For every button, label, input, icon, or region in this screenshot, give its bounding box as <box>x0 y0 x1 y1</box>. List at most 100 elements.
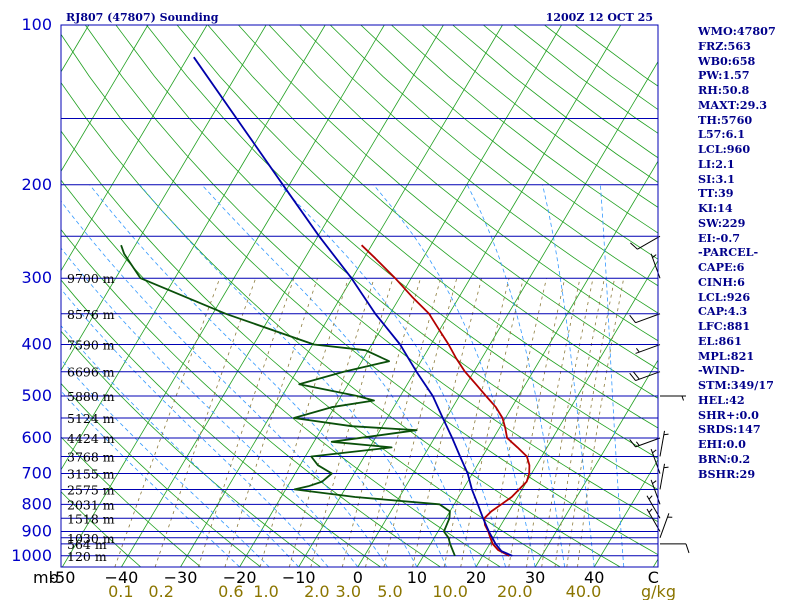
temperature-profile <box>360 244 531 557</box>
y-unit-label: mb <box>33 568 59 587</box>
dry-adiabat-line <box>207 25 658 399</box>
temperature-labels: -50 −40 −30 −20 −10 0 10 20 30 40 C <box>49 568 659 587</box>
dry-adiabat-line <box>115 25 658 491</box>
temperature-label: 10 <box>407 568 427 587</box>
mixing-ratio-label: 0.1 <box>108 582 133 600</box>
isotherm-line <box>61 25 267 372</box>
isotherm-line <box>0 25 30 567</box>
temperature-label: −20 <box>223 568 257 587</box>
index-item: L57:6.1 <box>698 127 746 142</box>
dry-adiabat-line <box>61 179 501 567</box>
dry-adiabat-line <box>146 25 658 459</box>
barb-shaft <box>635 437 661 448</box>
height-label: 5880 m <box>67 389 115 404</box>
isotherm-line <box>180 25 503 567</box>
wind-barb <box>650 479 661 505</box>
mixing-ratio-line <box>114 278 221 567</box>
wind-barb <box>650 448 661 474</box>
index-item: MAXT:29.3 <box>698 97 768 112</box>
mixing-ratio-label: 0.6 <box>218 582 243 600</box>
temperature-label: 40 <box>584 568 604 587</box>
index-item: EL:861 <box>698 333 742 348</box>
dry-adiabat-line <box>61 436 201 567</box>
moist-adiabat-line <box>139 184 447 567</box>
mixing-ratio-label: 0.2 <box>148 582 173 600</box>
mixing-ratio-line <box>577 278 625 567</box>
stability-indices-panel: WMO:47807 FRZ:563 WB0:658 PW:1.57 RH:50.8 MAX… <box>698 24 776 481</box>
index-item: LCL:960 <box>698 142 751 156</box>
height-label: 2031 m <box>67 497 115 512</box>
wind-barb <box>629 313 661 324</box>
mixing-ratio-labels: 0.1 0.2 0.6 1.0 2.0 3.0 5.0 10.0 20.0 40.0 <box>108 582 601 600</box>
mixing-ratio-unit: g/kg <box>641 582 676 600</box>
index-item: EHI:0.0 <box>698 437 746 451</box>
isotherm-line <box>61 25 385 567</box>
temperature-label: −30 <box>164 568 198 587</box>
mixing-ratio-label: 1.0 <box>253 582 278 600</box>
index-item: HEL:42 <box>698 392 745 407</box>
barb-full <box>629 372 636 381</box>
temperature-label: −40 <box>105 568 139 587</box>
height-label: 2575 m <box>67 482 115 497</box>
isotherm-line <box>61 25 326 471</box>
mixing-ratio-line <box>487 278 547 567</box>
barb-half <box>663 433 669 436</box>
wind-barb <box>659 463 669 490</box>
height-label: 1518 m <box>67 511 115 526</box>
index-item: FRZ:563 <box>698 38 751 53</box>
barb-shaft <box>635 313 661 324</box>
wind-barb <box>660 543 690 554</box>
wind-barb <box>660 395 686 401</box>
index-item: TT:39 <box>698 186 734 201</box>
mixing-ratio-label: 5.0 <box>377 582 402 600</box>
parcel-profile <box>193 56 513 557</box>
plot-border <box>60 24 659 568</box>
barb-half <box>681 395 684 401</box>
index-item: SW:229 <box>698 215 746 230</box>
temperature-label: −10 <box>282 568 316 587</box>
pressure-labels: 100 200 300 400 500 600 700 800 900 1000 <box>11 15 52 565</box>
barb-half <box>663 466 669 469</box>
moist-adiabat-line <box>61 288 329 567</box>
mixing-ratio-line <box>154 278 257 567</box>
wind-barb <box>659 430 669 457</box>
pressure-label: 200 <box>21 175 52 194</box>
barb-half <box>648 495 653 500</box>
dry-adiabat-line <box>299 25 658 314</box>
dry-adiabat-line <box>329 25 658 287</box>
pressure-label: 800 <box>21 494 52 513</box>
index-item: CINH:6 <box>698 274 745 289</box>
mixing-ratio-label: 10.0 <box>432 582 468 600</box>
wind-barb <box>635 344 661 354</box>
mixing-ratio-label: 20.0 <box>497 582 533 600</box>
moist-adiabat-line <box>61 200 388 567</box>
mixing-ratio-label: 40.0 <box>566 582 602 600</box>
wind-barb <box>650 253 661 279</box>
isotherm-line <box>416 160 658 567</box>
height-label: 120 m <box>67 549 107 564</box>
diagram-grid <box>0 25 658 567</box>
temperature-label: 0 <box>353 568 363 587</box>
moist-adiabat-line <box>373 184 536 567</box>
wind-barbs <box>629 235 690 554</box>
barb-half <box>635 348 640 353</box>
wind-barb <box>630 235 661 250</box>
wind-barb <box>659 513 673 538</box>
barb-half <box>652 254 657 258</box>
isotherm-line <box>239 25 562 567</box>
dry-adiabat-line <box>61 382 261 567</box>
isotherm-line <box>357 60 658 567</box>
index-item: PW:1.57 <box>698 68 750 83</box>
sounding-profiles <box>120 56 531 557</box>
index-item: LI:2.1 <box>698 156 735 171</box>
height-label: 1030 m <box>67 531 115 546</box>
barb-half <box>652 449 657 454</box>
dry-adiabat-line <box>61 81 621 567</box>
moist-adiabat-line <box>542 184 595 567</box>
pressure-label: 700 <box>21 464 52 483</box>
isotherm-line <box>475 259 658 567</box>
barb-shaft <box>637 235 661 250</box>
height-label: 4424 m <box>67 431 115 446</box>
